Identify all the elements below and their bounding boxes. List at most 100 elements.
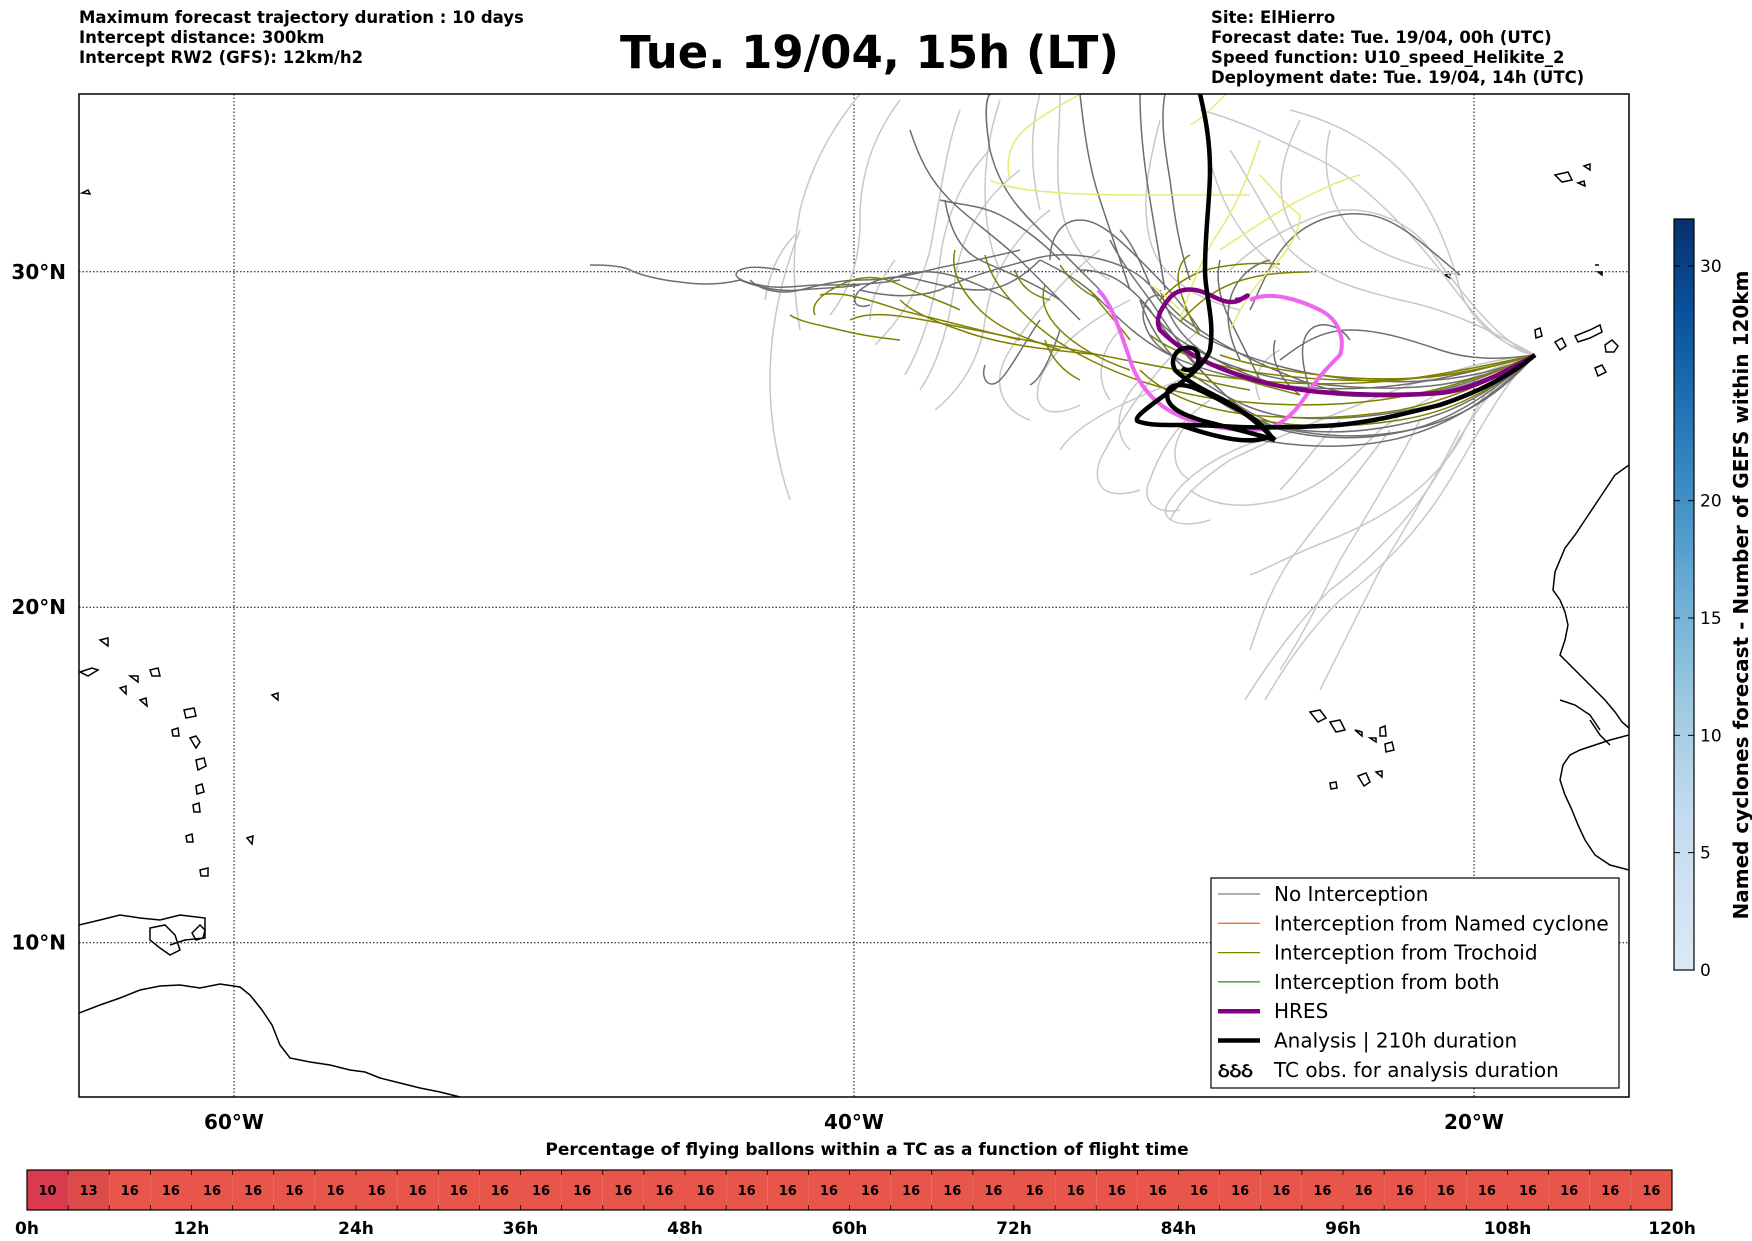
- percentage-cell-value: 16: [779, 1184, 797, 1199]
- percentage-cell-value: 16: [1642, 1184, 1660, 1199]
- time-tick-label: 84h: [1161, 1219, 1197, 1239]
- trajectory-analysis: [1134, 94, 1537, 443]
- percentage-cell: [1096, 1170, 1138, 1210]
- lat-tick-label: 20°N: [11, 595, 66, 619]
- lon-tick-label: 20°W: [1444, 1110, 1504, 1134]
- percentage-cell: [1507, 1170, 1549, 1210]
- percentage-cell: [1055, 1170, 1097, 1210]
- time-tick-label: 24h: [338, 1219, 374, 1239]
- colorbar-gradient: [1673, 218, 1695, 971]
- time-tick-label: 12h: [174, 1219, 210, 1239]
- percentage-cell-value: 16: [984, 1184, 1002, 1199]
- colorbar-tick-label: 15: [1700, 609, 1722, 629]
- percentage-cell-value: 16: [943, 1184, 961, 1199]
- percentage-cell: [1219, 1170, 1261, 1210]
- legend-label: No Interception: [1274, 882, 1428, 906]
- percentage-cell-value: 16: [1190, 1184, 1208, 1199]
- percentage-cell-value: 16: [1149, 1184, 1167, 1199]
- percentage-cell: [68, 1170, 110, 1210]
- percentage-cell-value: 16: [368, 1184, 386, 1199]
- percentage-cell: [931, 1170, 973, 1210]
- time-tick-label: 120h: [1648, 1219, 1696, 1239]
- percentage-cell: [1548, 1170, 1590, 1210]
- percentage-cell-value: 16: [244, 1184, 262, 1199]
- percentage-cell-value: 16: [1355, 1184, 1373, 1199]
- legend-label: Interception from Named cyclone: [1274, 911, 1609, 935]
- colorbar-label: Named cyclones forecast - Number of GEFS…: [1729, 271, 1752, 920]
- coastline-south-america: [79, 983, 461, 1097]
- percentage-cell: [726, 1170, 768, 1210]
- percentage-cell: [1425, 1170, 1467, 1210]
- colorbar-tick-label: 10: [1700, 726, 1722, 746]
- percentage-cell: [1137, 1170, 1179, 1210]
- legend-label: Interception from both: [1274, 970, 1500, 994]
- percentage-bar: 10 13 16 16 16 16 16 16 16 16 16 16 16 16 16 16 16 16 16 16…: [26, 1169, 1673, 1211]
- percentage-cell-value: 10: [39, 1184, 57, 1199]
- percentage-cell-value: 16: [697, 1184, 715, 1199]
- map-legend: No Interception Interception from Named c…: [1210, 877, 1620, 1089]
- percentage-cell-value: 16: [121, 1184, 139, 1199]
- header-info-right: Site: ElHierro Forecast date: Tue. 19/04…: [1211, 8, 1584, 88]
- coastline-africa: [1552, 464, 1629, 871]
- time-axis: 0h 12h 24h 36h 48h 60h 72h 84h 96h 108h 120h: [15, 1219, 1696, 1239]
- percentage-cell: [191, 1170, 233, 1210]
- coastline-madeira: [1553, 162, 1603, 277]
- legend-symbol-tc-obs: ઠઠઠ: [1218, 1058, 1253, 1082]
- lon-tick-label: 40°W: [824, 1110, 884, 1134]
- percentage-cell: [27, 1170, 69, 1210]
- coastline-canary: [1534, 323, 1619, 378]
- percentage-cell-value: 16: [285, 1184, 303, 1199]
- percentage-cell-value: 16: [491, 1184, 509, 1199]
- header-right-line: Speed function: U10_speed_Helikite_2: [1211, 48, 1565, 67]
- percentage-cell: [438, 1170, 480, 1210]
- percentage-cell: [808, 1170, 850, 1210]
- page-title: Tue. 19/04, 15h (LT): [620, 26, 1119, 79]
- percentage-cell: [849, 1170, 891, 1210]
- coastline-caribbean-north: [79, 914, 206, 946]
- percentage-cell-value: 16: [1396, 1184, 1414, 1199]
- header-left-line: Intercept distance: 300km: [79, 28, 325, 47]
- time-tick-label: 0h: [15, 1219, 39, 1239]
- percentage-cell-value: 16: [1478, 1184, 1496, 1199]
- lat-tick-label: 30°N: [11, 260, 66, 284]
- percentage-cell: [643, 1170, 685, 1210]
- coastline-venezuela-inlet: [149, 924, 181, 956]
- header-right-line: Forecast date: Tue. 19/04, 00h (UTC): [1211, 28, 1552, 47]
- percentage-cell: [972, 1170, 1014, 1210]
- percentage-cell-value: 13: [80, 1184, 98, 1199]
- percentage-cell-value: 16: [1067, 1184, 1085, 1199]
- percentage-cell: [1178, 1170, 1220, 1210]
- percentage-cell-value: 16: [861, 1184, 879, 1199]
- percentage-cell-value: 16: [450, 1184, 468, 1199]
- percentage-cell: [520, 1170, 562, 1210]
- time-tick-label: 36h: [503, 1219, 539, 1239]
- percentage-cell: [1466, 1170, 1508, 1210]
- header-right-line: Site: ElHierro: [1211, 8, 1336, 27]
- header-right-line: Deployment date: Tue. 19/04, 14h (UTC): [1211, 68, 1585, 87]
- percentage-cell: [1630, 1170, 1672, 1210]
- percentage-cell-value: 16: [1601, 1184, 1619, 1199]
- time-tick-label: 48h: [667, 1219, 703, 1239]
- time-tick-label: 96h: [1325, 1219, 1361, 1239]
- percentage-bar-title: Percentage of flying ballons within a TC…: [545, 1140, 1188, 1160]
- coastline-antilles: [79, 637, 279, 877]
- percentage-cell-value: 16: [409, 1184, 427, 1199]
- percentage-cell-value: 16: [1313, 1184, 1331, 1199]
- percentage-cell: [685, 1170, 727, 1210]
- header-left-line: Maximum forecast trajectory duration : 1…: [79, 8, 524, 27]
- percentage-cell-value: 16: [1437, 1184, 1455, 1199]
- legend-label: Analysis | 210h duration: [1274, 1029, 1517, 1053]
- legend-label: TC obs. for analysis duration: [1273, 1058, 1559, 1082]
- percentage-cell-value: 16: [1519, 1184, 1537, 1199]
- trajectory-pink: [1096, 288, 1344, 432]
- colorbar-tick-label: 20: [1700, 492, 1722, 512]
- percentage-cell-value: 16: [614, 1184, 632, 1199]
- percentage-cell: [767, 1170, 809, 1210]
- colorbar: 0 5 10 15 20 30 Named cyclones forecast - Num…: [1673, 218, 1752, 981]
- lat-tick-label: 10°N: [11, 931, 66, 955]
- colorbar-tick-label: 0: [1700, 961, 1711, 981]
- percentage-cell: [356, 1170, 398, 1210]
- percentage-cell: [1343, 1170, 1385, 1210]
- time-tick-label: 60h: [832, 1219, 868, 1239]
